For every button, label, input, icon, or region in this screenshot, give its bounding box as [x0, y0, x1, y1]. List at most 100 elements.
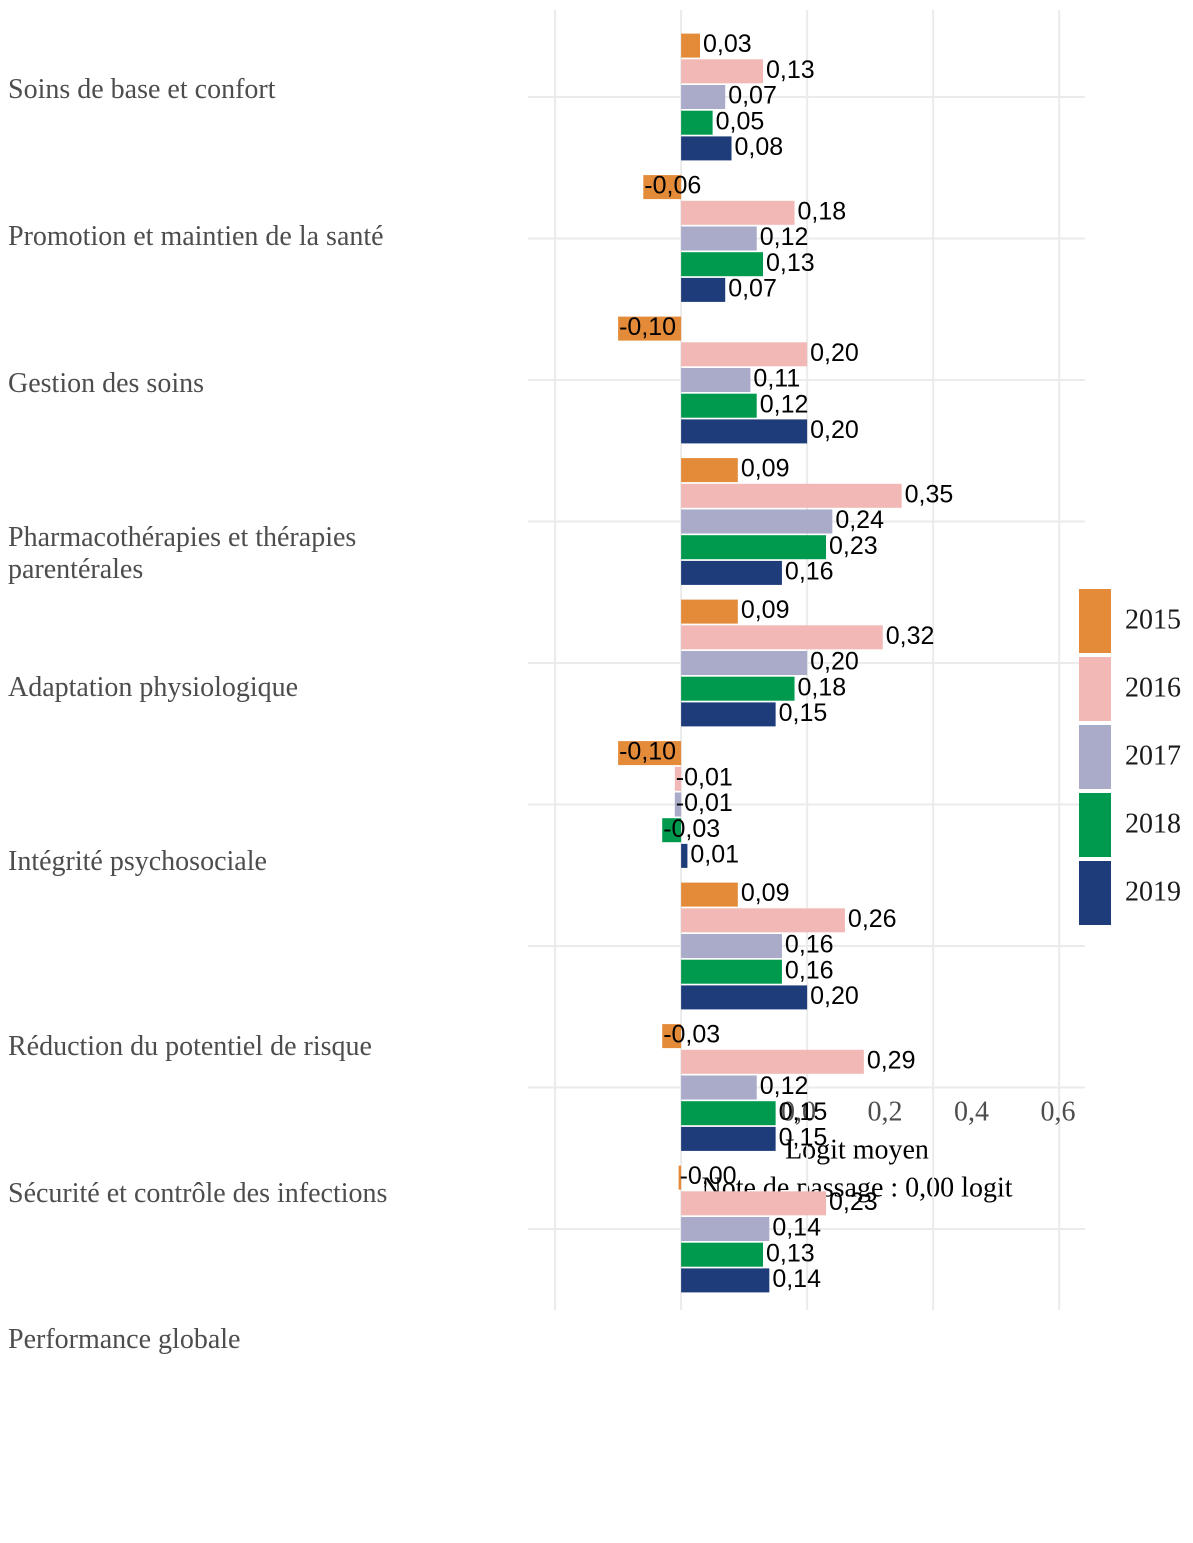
value-label: 0,18 — [798, 197, 847, 225]
bar — [681, 342, 808, 367]
value-label: 0,20 — [810, 982, 859, 1010]
bar — [681, 1217, 770, 1241]
bar — [681, 458, 738, 483]
bar — [681, 200, 795, 225]
value-label: 0,12 — [760, 223, 809, 251]
bar — [681, 985, 808, 1010]
category-label: Réduction du potentiel de risque — [8, 1031, 372, 1062]
legend-label: 2015 — [1125, 604, 1181, 635]
legend-label: 2019 — [1125, 876, 1181, 907]
x-axis-title: Logit moyen — [785, 1134, 929, 1165]
bar — [681, 368, 751, 392]
value-label: -0,01 — [676, 763, 733, 791]
value-label: 0,23 — [829, 532, 878, 560]
legend-swatch — [1079, 861, 1111, 925]
value-label: 0,20 — [810, 416, 859, 444]
value-label: 0,03 — [703, 30, 752, 58]
value-label: 0,12 — [760, 390, 809, 418]
bar — [681, 651, 808, 675]
category-label: Gestion des soins — [8, 368, 204, 399]
x-tick-label: 0,4 — [954, 1096, 989, 1127]
value-label: -0,03 — [663, 815, 720, 843]
bar — [681, 702, 776, 727]
category-label: Sécurité et contrôle des infections — [8, 1178, 388, 1209]
bar — [674, 792, 682, 817]
value-label: 0,15 — [779, 1124, 828, 1152]
value-label: 0,13 — [766, 249, 815, 277]
value-label: 0,15 — [779, 699, 828, 727]
bar — [678, 1165, 682, 1190]
bar — [681, 59, 764, 84]
bar — [681, 882, 738, 907]
value-label: -0,06 — [644, 172, 701, 200]
value-label: 0,11 — [753, 365, 800, 393]
value-label: 0,23 — [829, 1188, 878, 1216]
legend-label: 2018 — [1125, 808, 1181, 839]
legend-label: 2017 — [1125, 740, 1181, 771]
bar — [681, 33, 701, 58]
bar — [681, 908, 845, 933]
value-label: 0,20 — [810, 648, 859, 676]
value-label: 0,05 — [716, 107, 765, 135]
value-label: 0,13 — [766, 1239, 815, 1267]
value-label: -0,00 — [680, 1162, 737, 1190]
value-label: 0,18 — [798, 673, 847, 701]
bar — [681, 560, 782, 585]
legend-swatch — [1079, 793, 1111, 857]
value-label: 0,08 — [735, 133, 784, 161]
value-label: 0,26 — [848, 905, 897, 933]
value-label: 0,09 — [741, 879, 790, 907]
bar — [618, 316, 682, 341]
bar — [681, 1075, 757, 1100]
bar — [681, 934, 782, 958]
bar — [681, 625, 883, 650]
bar — [662, 818, 682, 843]
category-label: Adaptation physiologique — [8, 672, 299, 703]
value-label: -0,10 — [619, 738, 676, 766]
value-label: 0,07 — [728, 82, 777, 110]
bar — [681, 1242, 764, 1267]
bar — [681, 1268, 770, 1293]
bar — [681, 110, 713, 135]
x-tick-label: 0,0 — [781, 1096, 816, 1127]
bar — [681, 483, 902, 508]
bar — [681, 959, 782, 984]
legend-swatch — [1079, 657, 1111, 721]
bar — [681, 1049, 864, 1074]
value-label: 0,24 — [835, 506, 884, 534]
value-label: -0,01 — [676, 789, 733, 817]
value-label: 0,13 — [766, 56, 815, 84]
category-label: Pharmacothérapies et thérapies parentéra… — [8, 522, 357, 585]
category-label: Promotion et maintien de la santé — [8, 221, 384, 252]
value-label: 0,01 — [690, 841, 739, 869]
bar — [681, 535, 827, 560]
value-label: 0,32 — [886, 622, 935, 650]
value-label: 0,07 — [728, 275, 777, 303]
bar — [681, 85, 726, 109]
bar — [681, 1191, 827, 1216]
value-label: 0,15 — [779, 1098, 828, 1126]
bar — [681, 599, 738, 624]
value-label: 0,35 — [905, 480, 954, 508]
category-label: Soins de base et confort — [8, 74, 276, 105]
bar — [662, 1024, 682, 1049]
value-label: 0,14 — [772, 1265, 821, 1293]
legend-swatch — [1079, 589, 1111, 653]
category-label: Intégrité psychosociale — [8, 846, 267, 877]
bar — [643, 175, 682, 200]
value-label: 0,20 — [810, 339, 859, 367]
bar — [618, 741, 682, 766]
bar — [681, 393, 757, 418]
bar — [681, 419, 808, 444]
bar — [681, 676, 795, 701]
value-label: 0,16 — [785, 956, 834, 984]
bar — [681, 1101, 776, 1126]
value-label: 0,16 — [785, 558, 834, 586]
value-label: 0,16 — [785, 931, 834, 959]
bar — [681, 1126, 776, 1151]
x-tick-label: 0,6 — [1041, 1096, 1076, 1127]
bar — [681, 226, 757, 251]
value-label: 0,29 — [867, 1046, 916, 1074]
